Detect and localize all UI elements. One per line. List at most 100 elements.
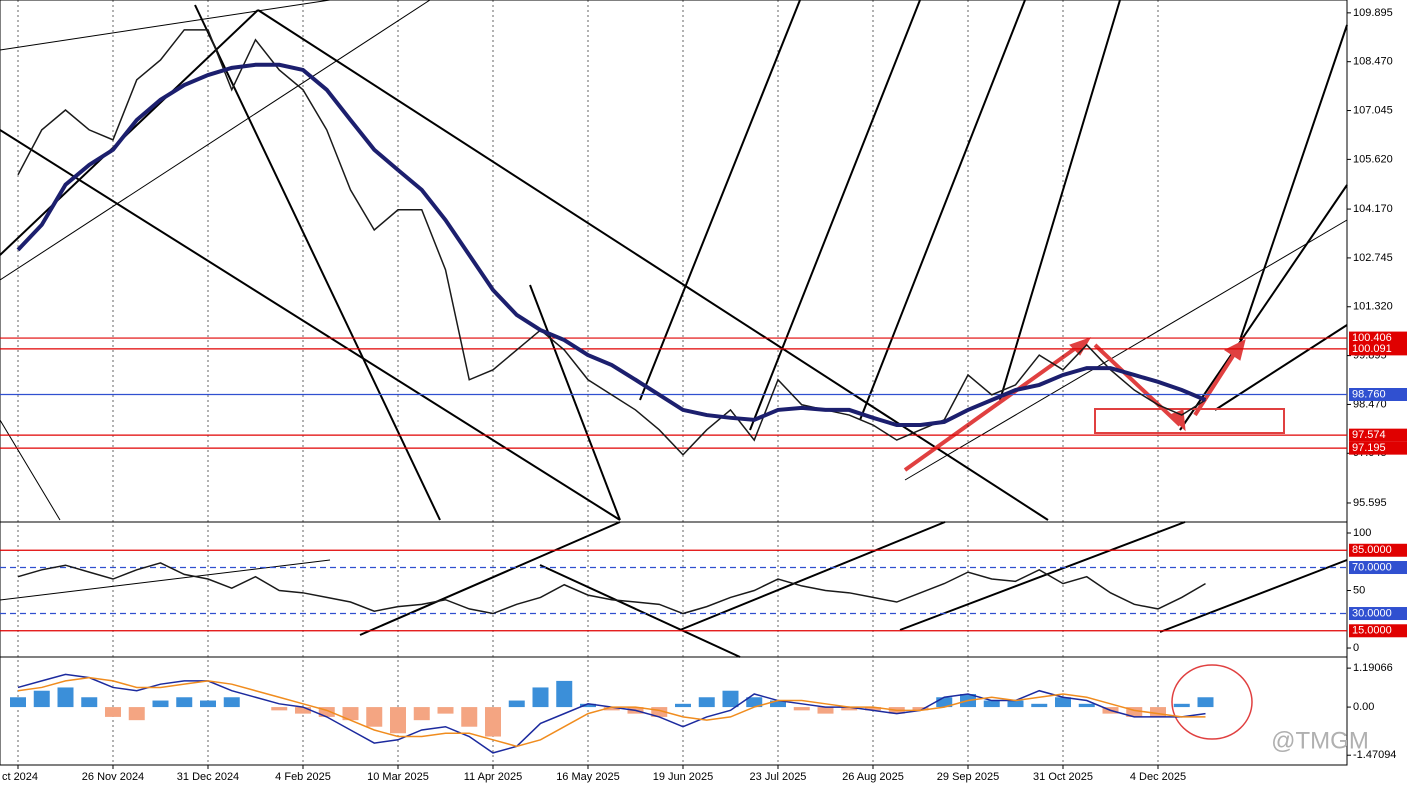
histogram-bar bbox=[437, 707, 454, 714]
histogram-bar bbox=[793, 707, 810, 711]
y-tick-label: 105.620 bbox=[1353, 153, 1393, 165]
x-tick-label: 26 Nov 2024 bbox=[82, 771, 144, 783]
histogram-bar bbox=[318, 707, 335, 717]
x-tick-label: ct 2024 bbox=[2, 771, 38, 783]
histogram-bar bbox=[295, 707, 311, 714]
level-label: 70.0000 bbox=[1352, 561, 1392, 573]
x-tick-label: 4 Dec 2025 bbox=[1130, 771, 1186, 783]
level-label: 30.0000 bbox=[1352, 607, 1392, 619]
histogram-bar bbox=[936, 697, 953, 708]
histogram-bar bbox=[1055, 697, 1071, 708]
histogram-bar bbox=[556, 680, 573, 708]
histogram-bar bbox=[152, 700, 169, 708]
x-tick-label: 16 May 2025 bbox=[556, 771, 620, 783]
series-line bbox=[17, 676, 1206, 748]
histogram-bar bbox=[1173, 703, 1190, 708]
level-label-box bbox=[1349, 624, 1407, 638]
level-label-box bbox=[1349, 441, 1407, 455]
y-tick-label: 102.745 bbox=[1353, 252, 1393, 264]
series-line bbox=[17, 562, 1206, 615]
y-tick-label: -1.47094 bbox=[1353, 749, 1396, 761]
histogram-bar bbox=[461, 707, 478, 727]
x-tick-label: 31 Oct 2025 bbox=[1033, 771, 1093, 783]
x-tick-label: 11 Apr 2025 bbox=[464, 771, 523, 783]
level-label: 100.406 bbox=[1352, 332, 1392, 344]
y-tick-label: 0.00 bbox=[1353, 701, 1374, 713]
histogram-bar bbox=[1078, 703, 1095, 708]
y-tick-label: 109.895 bbox=[1353, 7, 1393, 19]
histogram-bar bbox=[485, 707, 501, 737]
histogram-bar bbox=[983, 700, 1000, 708]
x-tick-label: 19 Jun 2025 bbox=[653, 771, 714, 783]
level-label-box bbox=[1349, 428, 1407, 442]
histogram-bar bbox=[413, 707, 430, 721]
y-tick-label: 104.170 bbox=[1353, 203, 1393, 215]
level-label-box bbox=[1349, 342, 1407, 356]
plot-frame bbox=[0, 0, 1348, 766]
histogram-bar bbox=[1007, 700, 1024, 708]
x-tick-label: 23 Jul 2025 bbox=[750, 771, 807, 783]
histogram-bar bbox=[200, 700, 216, 708]
histogram-bar bbox=[698, 697, 715, 708]
y-tick-label: 98.470 bbox=[1353, 398, 1387, 410]
histogram-bar bbox=[817, 707, 834, 714]
histogram-bar bbox=[366, 707, 383, 727]
histogram-bar bbox=[271, 707, 288, 711]
series-line bbox=[16, 62, 1207, 428]
y-tick-label: 95.595 bbox=[1353, 497, 1387, 509]
x-tick-label: 10 Mar 2025 bbox=[367, 771, 429, 783]
histogram-bar bbox=[580, 703, 596, 708]
histogram-bar bbox=[865, 707, 881, 711]
level-label-box bbox=[1349, 561, 1407, 575]
histogram-bar bbox=[390, 707, 406, 734]
y-tick-label: 108.470 bbox=[1353, 56, 1393, 68]
level-label: 98.760 bbox=[1352, 388, 1386, 400]
x-tick-label: 31 Dec 2024 bbox=[177, 771, 239, 783]
histogram-bar bbox=[746, 697, 763, 708]
x-tick-label: 26 Aug 2025 bbox=[842, 771, 904, 783]
level-label: 85.0000 bbox=[1352, 544, 1392, 556]
y-tick-label: 0 bbox=[1353, 642, 1359, 654]
level-label-box bbox=[1349, 387, 1407, 401]
histogram-bar bbox=[1150, 707, 1166, 717]
level-label-box bbox=[1349, 607, 1407, 621]
histogram-bar bbox=[57, 687, 74, 708]
histogram-bar bbox=[532, 687, 549, 708]
y-tick-label: 101.320 bbox=[1353, 301, 1393, 313]
histogram-bar bbox=[1197, 697, 1214, 708]
x-tick-label: 29 Sep 2025 bbox=[937, 771, 999, 783]
level-label: 97.195 bbox=[1352, 442, 1386, 454]
histogram-bar bbox=[508, 700, 525, 708]
histogram-bar bbox=[675, 703, 691, 708]
level-label: 97.574 bbox=[1352, 429, 1386, 441]
histogram-bar bbox=[81, 697, 98, 708]
level-label: 100.091 bbox=[1352, 343, 1392, 355]
histogram-bar bbox=[1126, 707, 1143, 717]
level-label: 15.0000 bbox=[1352, 625, 1392, 637]
y-tick-label: 1.19066 bbox=[1353, 662, 1393, 674]
histogram-bar bbox=[1031, 703, 1048, 708]
histogram-bar bbox=[722, 690, 739, 708]
level-label-box bbox=[1349, 331, 1407, 345]
histogram-bar bbox=[10, 697, 26, 708]
histogram-bar bbox=[128, 707, 145, 721]
histogram-bar bbox=[651, 707, 668, 717]
histogram-bar bbox=[223, 697, 240, 708]
histogram-bar bbox=[342, 707, 359, 721]
series-line bbox=[17, 29, 1206, 456]
trend-lines bbox=[0, 0, 1348, 658]
y-tick-label: 107.045 bbox=[1353, 104, 1393, 116]
x-tick-label: 4 Feb 2025 bbox=[275, 771, 331, 783]
histogram-bar bbox=[841, 707, 858, 711]
histogram-bar bbox=[176, 697, 193, 708]
histogram-bar bbox=[105, 707, 121, 717]
red-annotations bbox=[903, 337, 1285, 740]
histogram-bar bbox=[33, 690, 50, 708]
y-tick-label: 100 bbox=[1353, 527, 1371, 539]
y-tick-label: 50 bbox=[1353, 584, 1365, 596]
histogram-bar bbox=[912, 707, 929, 711]
histogram-bar bbox=[603, 707, 620, 711]
watermark: @TMGM bbox=[1271, 727, 1369, 754]
